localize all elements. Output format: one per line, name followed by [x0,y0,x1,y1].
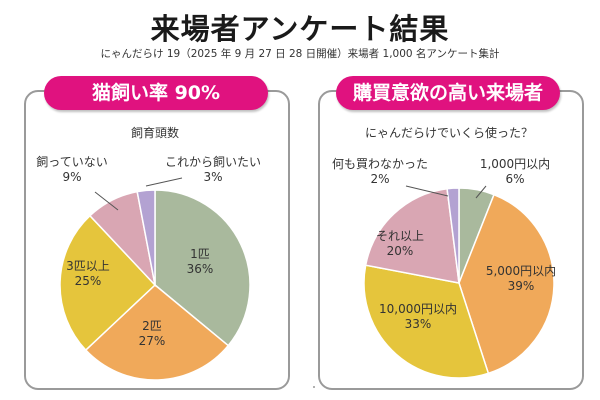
pie-1-leader-4 [405,185,449,197]
pie-1-label-0: 1,000円以内 [480,157,550,171]
left-chart-title: 飼育頭数 [130,126,179,140]
page-subtitle: にゃんだらけ 19（2025 年 9 月 27 日 28 日開催）来場者 1,0… [100,48,500,60]
page-dot [313,386,315,388]
pie-1-slice-4 [446,187,460,284]
pie-1-leader-0 [475,185,487,199]
page-title: 来場者アンケート結果 [150,12,450,46]
pie-1-label-3: それ以上 [376,229,424,243]
pie-0-label-1: 2匹 [142,319,162,333]
pie-1-value-4: 2% [370,172,389,186]
pie-0-value-4: 3% [203,170,222,184]
pie-0-label-0: 1匹 [190,247,210,261]
pie-0-value-2: 25% [75,274,102,288]
left-banner: 猫飼い率 90% [44,76,268,110]
pie-1-label-1: 5,000円以内 [486,264,556,278]
pie-1-value-1: 39% [508,279,535,293]
pie-1-slice-1 [458,193,555,375]
pie-0-slice-4 [136,189,156,286]
pie-0-label-4: これから飼いたい [165,154,261,169]
pie-1-value-0: 6% [505,172,524,186]
pie-1-label-4: 何も買わなかった [332,157,428,171]
pie-0-label-3: 飼っていない [36,154,107,169]
right-chart-title: にゃんだらけでいくら使った？ [364,126,533,140]
pie-0-slice-2 [59,214,157,352]
right-banner: 購買意欲の高い来場者 [336,76,560,110]
pie-0-leader-3 [94,191,119,211]
pie-0-value-0: 36% [187,262,214,276]
pie-0-value-3: 9% [62,170,81,184]
pie-0-label-2: 3匹以上 [66,259,110,273]
pie-1-slice-3 [364,187,460,284]
pie-0-value-1: 27% [139,334,166,348]
pie-0-leader-4 [145,177,183,187]
pie-1-label-2: 10,000円以内 [379,302,457,316]
pie-0-slice-1 [84,284,230,381]
pie-1-value-3: 20% [387,244,414,258]
pie-1-slice-2 [363,264,490,379]
pie-1-value-2: 33% [405,317,432,331]
pie-0-slice-0 [154,189,251,347]
